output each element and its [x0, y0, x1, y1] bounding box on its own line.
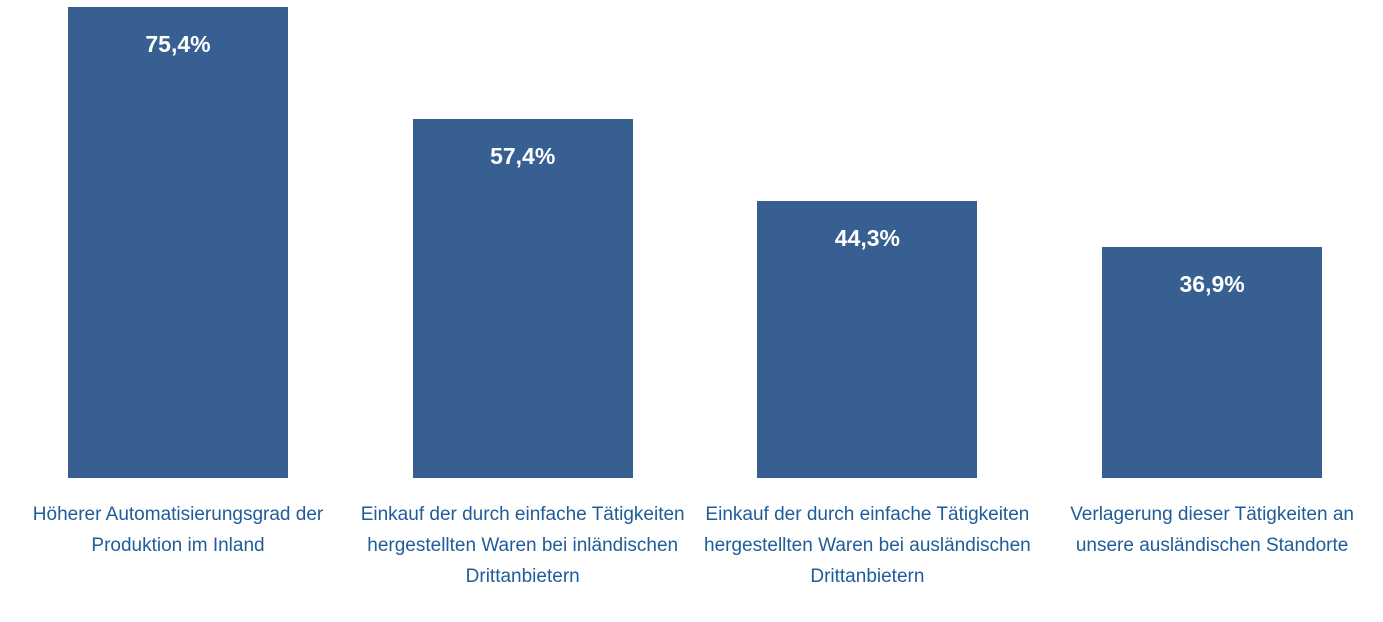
value-label: 57,4%: [490, 143, 556, 170]
x-tick-label: Höherer Automatisierungsgrad der Produkt…: [32, 504, 324, 556]
x-tick-label: Verlagerung dieser Tätigkeiten an unsere…: [1070, 504, 1354, 556]
x-tick-label: Einkauf der durch einfache Tätigkeiten h…: [704, 504, 1031, 587]
bar: [757, 201, 978, 478]
value-label: 44,3%: [834, 225, 900, 252]
value-label: 75,4%: [145, 31, 211, 57]
bar: [412, 119, 633, 478]
value-label: 36,9%: [1179, 271, 1245, 298]
bar: [1102, 247, 1323, 478]
x-tick-label: Einkauf der durch einfache Tätigkeiten h…: [360, 504, 685, 587]
bar: [68, 7, 288, 478]
